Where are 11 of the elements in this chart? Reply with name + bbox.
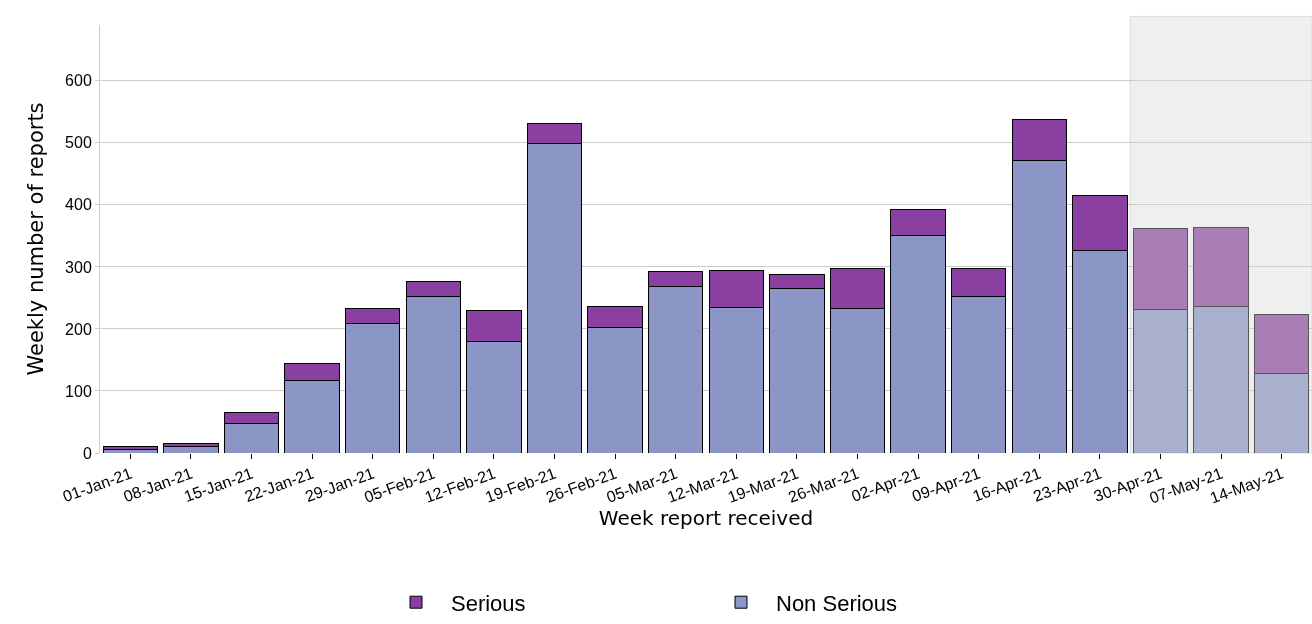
legend-label: Non Serious: [776, 590, 898, 616]
y-tick-label: 400: [65, 196, 92, 214]
y-axis-title: Weekly number of reports: [24, 102, 49, 376]
y-tick-label: 500: [65, 134, 92, 152]
y-tick-label: 300: [65, 258, 92, 276]
y-tick-label: 200: [65, 320, 92, 338]
y-tick-label: 0: [82, 444, 92, 462]
y-tick-label: 600: [65, 72, 92, 90]
legend-label: Serious: [451, 590, 526, 616]
y-tick-label: 100: [65, 382, 92, 400]
x-axis-title: Week report received: [598, 506, 814, 531]
